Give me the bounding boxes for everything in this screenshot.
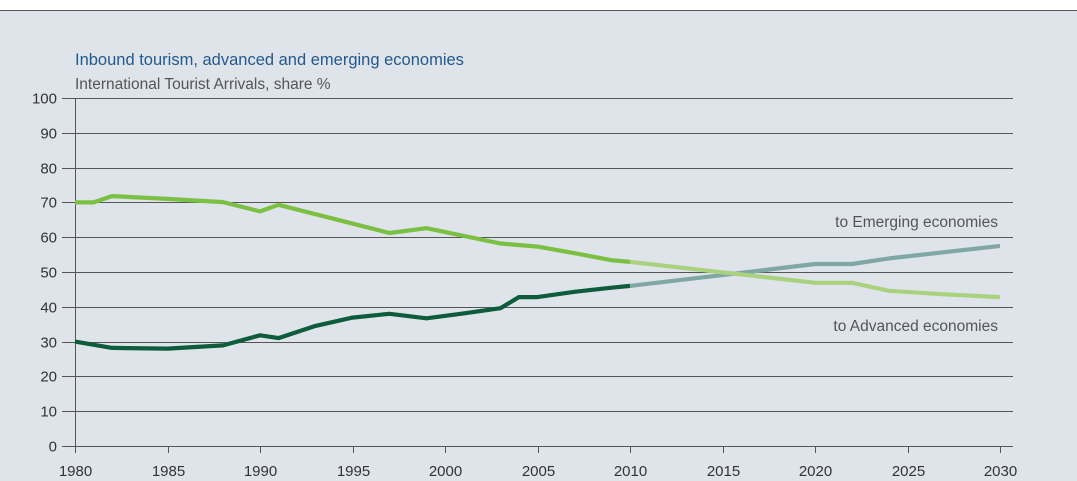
x-tick-label: 1990 [244,463,277,480]
x-tick-label: 2010 [614,463,647,480]
axes [75,98,1001,453]
y-tick-label: 0 [49,439,57,456]
gridlines [62,98,1013,447]
x-tick-label: 1995 [337,463,370,480]
y-tick-label: 80 [40,161,57,178]
x-tick-label: 2000 [429,463,462,480]
top-strip [0,0,1077,10]
y-tick-label: 20 [40,369,57,386]
x-tick-label: 1985 [152,463,185,480]
y-tick-label: 10 [40,404,57,421]
series-label-emerging: to Emerging economies [835,214,998,231]
y-tick-label: 60 [40,230,57,247]
series-lines [74,194,1001,351]
series-1-line-segment-1 [629,259,1001,300]
x-tick-labels: 1980 1985 1990 1995 2000 2005 2010 2015 2020 2025… [59,463,1017,480]
x-tick-label: 1980 [59,463,92,480]
x-tick-label: 2025 [892,463,925,480]
x-tick-label: 2005 [522,463,555,480]
series-0-line-segment-0 [74,283,631,351]
x-tick-label: 2015 [707,463,740,480]
x-tick-label: 2020 [799,463,832,480]
y-tick-labels: 0 10 20 30 40 50 60 70 80 90 100 [32,91,57,456]
chart-title: Inbound tourism, advanced and emerging e… [75,51,464,69]
y-tick-label: 50 [40,265,57,282]
x-tick-label: 2030 [984,463,1017,480]
y-tick-label: 70 [40,195,57,212]
y-tick-label: 30 [40,335,57,352]
y-tick-label: 40 [40,300,57,317]
series-0-line-segment-1 [629,243,1001,288]
series-label-advanced: to Advanced economies [833,318,998,335]
chart-subtitle: International Tourist Arrivals, share % [75,76,331,93]
y-tick-label: 100 [32,91,57,108]
series-1-line-segment-0 [75,194,631,264]
y-tick-label: 90 [40,126,57,143]
